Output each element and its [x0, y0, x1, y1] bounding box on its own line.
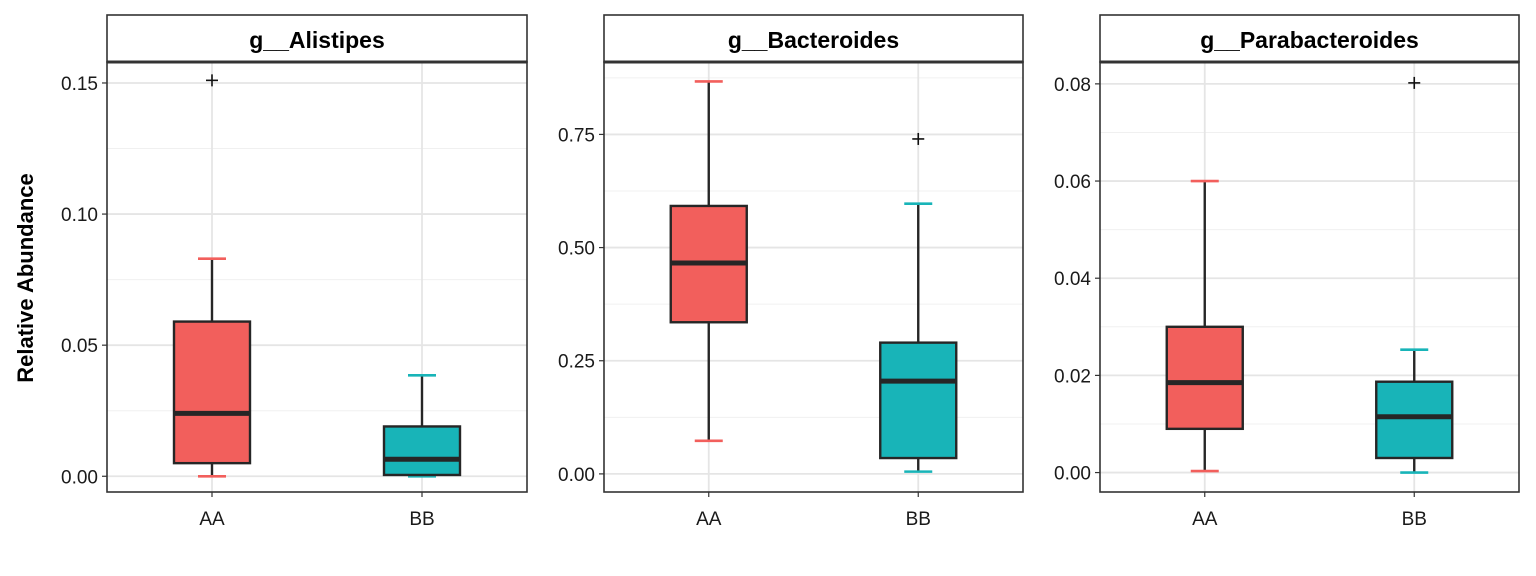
box-bb [1375, 76, 1454, 474]
panel-background [604, 62, 1023, 492]
facet-strip [1099, 14, 1520, 63]
facet-title: g__Bacteroides [728, 27, 899, 53]
facet-title: g__Alistipes [249, 27, 385, 53]
facet-title: g__Parabacteroides [1200, 27, 1419, 53]
x-tick-label: BB [1402, 509, 1427, 530]
y-tick-label: 0.10 [61, 205, 98, 226]
x-tick-label: BB [409, 509, 434, 530]
box-iqr [879, 341, 958, 460]
y-tick-label: 0.00 [558, 465, 595, 486]
y-tick-label: 0.50 [558, 239, 595, 260]
outlier-point [206, 74, 218, 87]
box-bb [382, 374, 462, 478]
y-axis-label: Relative Abundance [13, 173, 38, 382]
y-tick-label: 0.75 [558, 125, 595, 146]
facet-panels: 0.00 0.05 0.10 0.15 AA BB g__Alistipes 0.00 0.25… [61, 14, 1520, 530]
x-tick-label: AA [1192, 509, 1218, 530]
y-tick-label: 0.08 [1054, 75, 1091, 96]
x-tick-label: AA [199, 509, 225, 530]
y-tick-label: 0.04 [1054, 269, 1091, 290]
y-tick-label: 0.00 [1054, 464, 1091, 485]
y-tick-label: 0.00 [61, 467, 98, 488]
y-tick-label: 0.02 [1054, 366, 1091, 387]
y-tick-label: 0.05 [61, 336, 98, 357]
x-tick-label: BB [906, 509, 931, 530]
panel-background [1100, 62, 1519, 492]
box-iqr [382, 425, 462, 477]
box-iqr [1375, 380, 1454, 460]
box-iqr [172, 320, 252, 465]
facet-strip [106, 14, 528, 63]
facet-strip [603, 14, 1024, 63]
box-aa [172, 74, 252, 478]
facet-panel: 0.00 0.02 0.04 0.06 0.08 AA BB g__Parabacteroid… [1054, 14, 1520, 530]
x-tick-label: AA [696, 509, 722, 530]
facet-panel: 0.00 0.25 0.50 0.75 AA BB g__Bacteroides [558, 14, 1024, 530]
y-tick-label: 0.06 [1054, 172, 1091, 193]
outlier-point [912, 132, 925, 145]
box-aa [669, 80, 748, 443]
box-iqr [1165, 325, 1244, 431]
panel-background [107, 62, 527, 492]
box-bb [879, 132, 958, 473]
y-tick-label: 0.15 [61, 74, 98, 95]
facet-panel: 0.00 0.05 0.10 0.15 AA BB g__Alistipes [61, 14, 528, 530]
box-aa [1165, 179, 1244, 473]
y-tick-label: 0.25 [558, 352, 595, 373]
outlier-point [1408, 76, 1421, 89]
